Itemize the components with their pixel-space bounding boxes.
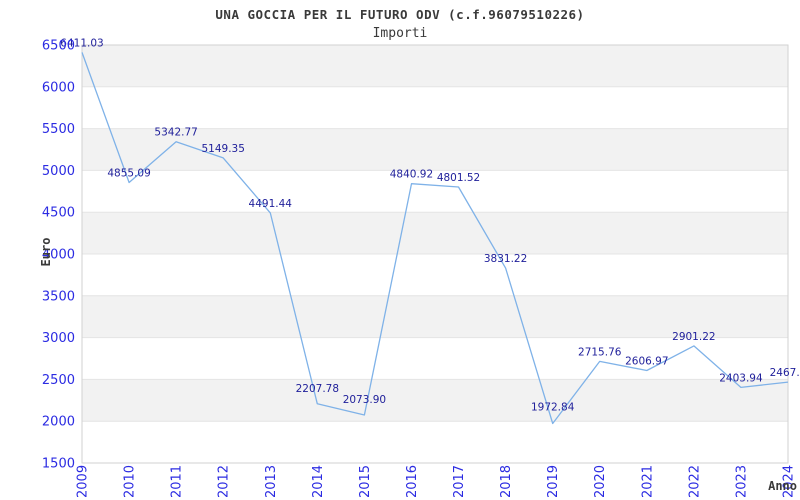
y-tick-label: 4500	[42, 206, 75, 221]
y-tick-label: 5000	[42, 164, 75, 179]
x-tick-label: 2015	[358, 465, 373, 498]
y-tick-label: 5500	[42, 122, 75, 137]
chart-title: UNA GOCCIA PER IL FUTURO ODV (c.f.960795…	[215, 7, 585, 22]
x-tick-label: 2011	[170, 465, 185, 498]
data-label: 2606.97	[625, 355, 668, 367]
x-tick-label: 2024	[782, 465, 797, 498]
x-tick-label: 2017	[452, 465, 467, 498]
y-tick-label: 2500	[42, 373, 75, 388]
data-label: 2403.94	[719, 372, 763, 384]
x-tick-label: 2021	[640, 465, 655, 498]
data-label: 2715.76	[578, 346, 622, 358]
plot-stripe	[82, 295, 788, 338]
data-label: 1972.84	[531, 401, 575, 413]
y-tick-label: 2000	[42, 415, 75, 430]
data-label: 5149.35	[201, 143, 244, 155]
data-label: 4801.52	[437, 172, 480, 184]
y-tick-label: 3000	[42, 331, 75, 346]
x-tick-label: 2018	[499, 465, 514, 498]
data-label: 2073.90	[343, 394, 386, 406]
y-tick-label: 6000	[42, 80, 75, 95]
x-tick-label: 2010	[123, 465, 138, 498]
plot-border	[81, 44, 789, 464]
x-axis-title: Anno	[768, 479, 797, 493]
x-tick-label: 2019	[546, 465, 561, 498]
x-tick-label: 2022	[687, 465, 702, 498]
x-tick-label: 2009	[76, 465, 91, 498]
plot-stripe	[82, 212, 788, 254]
x-tick-label: 2012	[217, 465, 232, 498]
x-tick-label: 2014	[311, 465, 326, 498]
chart-subtitle: Importi	[372, 26, 428, 41]
y-axis-title: Euro	[39, 238, 53, 267]
x-tick-label: 2020	[593, 465, 608, 498]
x-tick-label: 2013	[264, 465, 279, 498]
data-label: 2467.9	[770, 367, 800, 379]
data-line	[81, 52, 789, 425]
data-label: 6411.03	[60, 37, 103, 49]
data-label: 3831.22	[484, 253, 527, 265]
data-label: 2901.22	[672, 331, 715, 343]
x-tick-label: 2016	[405, 465, 420, 498]
plot-stripe	[82, 379, 788, 422]
plot-stripe	[82, 45, 788, 87]
y-tick-label: 4000	[42, 248, 75, 263]
data-label: 5342.77	[154, 127, 197, 139]
y-tick-label: 3500	[42, 289, 75, 304]
data-label: 4491.44	[249, 198, 293, 210]
y-tick-label: 6500	[42, 39, 75, 54]
data-label: 2207.78	[296, 383, 339, 395]
x-tick-label: 2023	[734, 465, 749, 498]
data-label: 4840.92	[390, 169, 433, 181]
data-label: 4855.09	[107, 168, 150, 180]
y-tick-label: 1500	[42, 457, 75, 472]
